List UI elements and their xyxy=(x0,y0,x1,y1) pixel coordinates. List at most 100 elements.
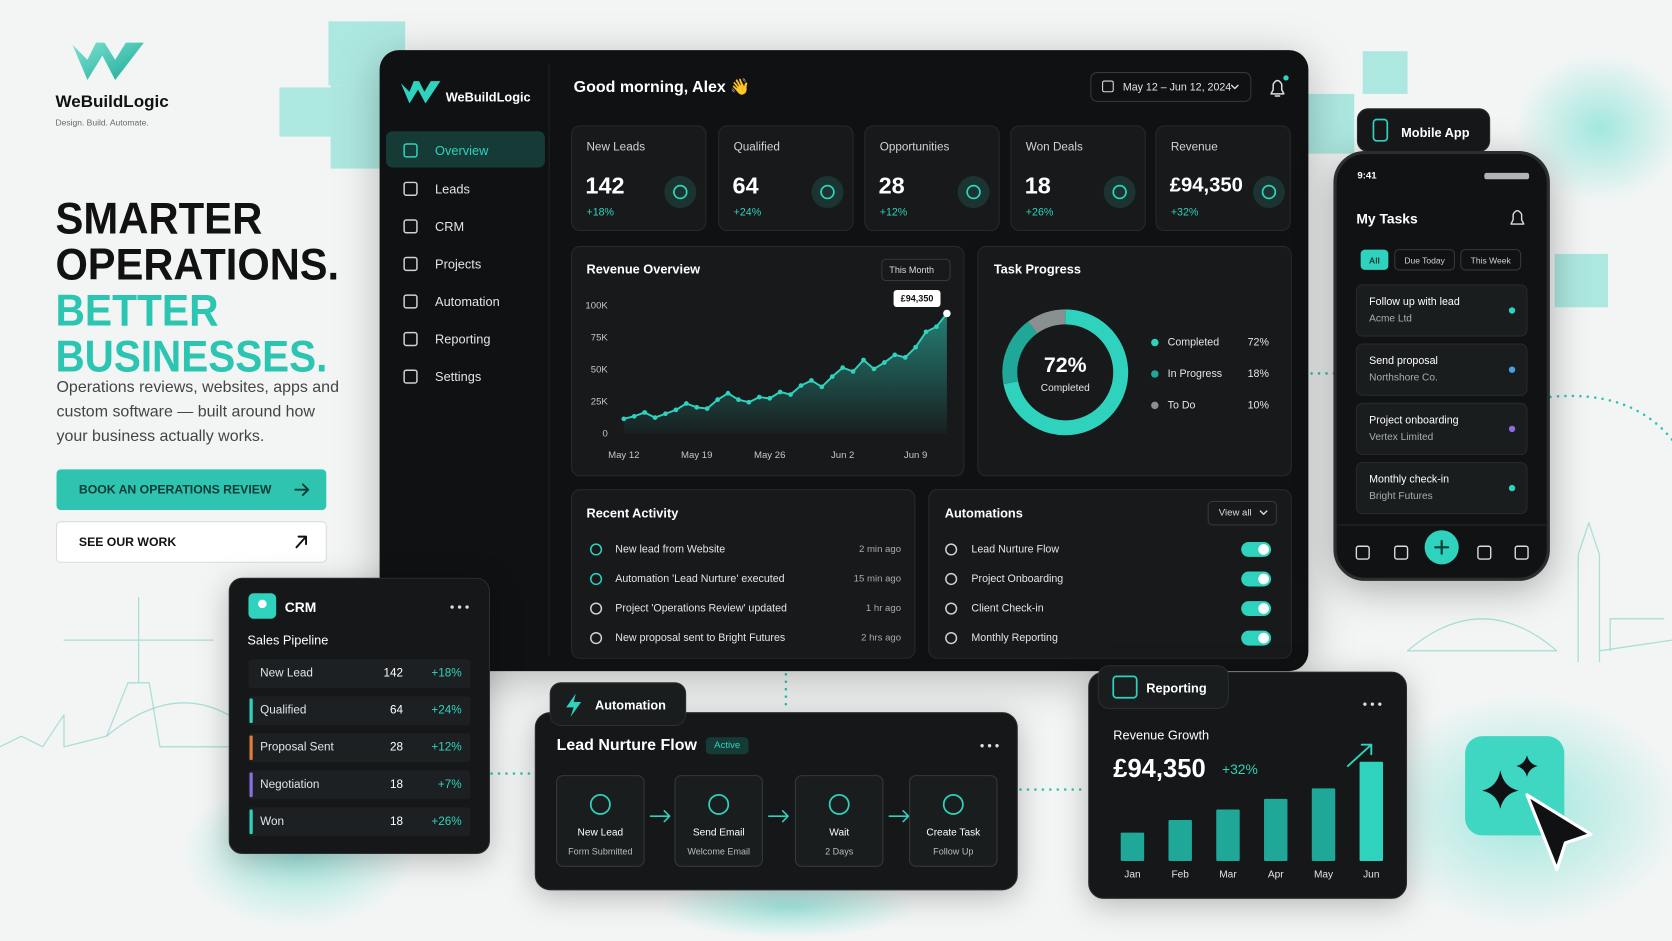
point xyxy=(882,360,887,365)
bar xyxy=(1359,761,1384,861)
nav-item[interactable]: CRM xyxy=(435,219,464,234)
status-label: Active xyxy=(714,740,740,751)
automation-icon xyxy=(945,632,958,645)
donut-center-label: Completed xyxy=(1041,383,1090,394)
task-subtitle: Bright Futures xyxy=(1369,491,1433,502)
bell-icon xyxy=(1270,79,1285,97)
secondary-cta[interactable] xyxy=(55,521,327,563)
legend-value: 18% xyxy=(1248,368,1270,380)
card xyxy=(977,245,1292,477)
chevron xyxy=(1230,84,1239,90)
point xyxy=(892,352,898,358)
automation-icon xyxy=(945,543,958,556)
automation-icon xyxy=(945,602,958,615)
pipeline-row xyxy=(248,770,471,800)
filter-tab-label: All xyxy=(1369,255,1380,265)
kpi-change: +24% xyxy=(734,206,762,218)
task-title: Follow up with lead xyxy=(1369,296,1460,308)
nav-item[interactable]: Projects xyxy=(435,256,481,271)
nav-icon xyxy=(403,219,418,234)
card-title: Task Progress xyxy=(994,261,1081,276)
x-tick-label: Feb xyxy=(1171,869,1189,880)
more-dot xyxy=(450,605,454,609)
kpi-value: 142 xyxy=(585,173,624,199)
stage-name: Qualified xyxy=(260,704,306,717)
nav-item[interactable]: Automation xyxy=(435,294,500,309)
primary-cta[interactable] xyxy=(56,469,327,510)
stage-name: Won xyxy=(260,815,284,828)
activity-time: 1 hr ago xyxy=(866,603,901,614)
callout xyxy=(893,289,941,308)
kpi-icon xyxy=(1103,176,1136,209)
step-label: Send Email xyxy=(693,828,745,839)
bar xyxy=(1216,809,1240,861)
toggle-knob xyxy=(1258,544,1269,555)
kpi-icon xyxy=(1252,176,1285,209)
more-dot xyxy=(980,744,984,748)
headline: BUSINESSES. xyxy=(55,331,327,381)
card-title: CRM xyxy=(285,599,317,615)
step-label: Create Task xyxy=(926,828,981,839)
view-all-label: View all xyxy=(1219,508,1252,519)
task-card xyxy=(1355,402,1528,456)
logo-mark xyxy=(72,42,144,81)
kpi-icon xyxy=(811,176,844,209)
stage-change: +26% xyxy=(431,815,461,828)
greeting: Good morning, Alex 👋 xyxy=(574,78,750,96)
task-dot xyxy=(1508,307,1516,314)
stage-change: +18% xyxy=(431,667,461,680)
bolt-icon xyxy=(566,693,582,717)
legend-dot xyxy=(1151,338,1159,347)
view-all-pill[interactable] xyxy=(1207,500,1277,526)
point xyxy=(840,365,846,370)
filter-tab[interactable] xyxy=(1360,249,1389,270)
donut-segment xyxy=(1028,309,1066,334)
y-tick-label: 75K xyxy=(591,333,609,344)
card xyxy=(928,489,1292,659)
hero-body: your business actually works. xyxy=(57,428,265,445)
legend-value: 72% xyxy=(1248,336,1270,348)
stage-count: 28 xyxy=(390,741,404,754)
activity-icon xyxy=(589,572,603,586)
brand-tagline: Design. Build. Automate. xyxy=(55,118,148,128)
nav-item[interactable]: Overview xyxy=(435,143,489,158)
flow-step xyxy=(794,775,884,867)
kpi-card xyxy=(1155,125,1291,231)
point xyxy=(819,384,825,390)
deco-square xyxy=(1554,253,1609,308)
activity-text: New proposal sent to Bright Futures xyxy=(615,632,785,644)
point xyxy=(673,407,679,413)
deco-square xyxy=(279,87,331,137)
flow-step xyxy=(556,775,645,867)
headline: SMARTER xyxy=(55,194,262,244)
nav-item[interactable]: Reporting xyxy=(435,332,490,347)
city-sketch xyxy=(0,596,229,748)
filter-pill xyxy=(881,258,951,282)
hero-body: Operations reviews, websites, apps and xyxy=(57,379,339,396)
y-tick-label: 100K xyxy=(585,301,608,312)
city-sketch xyxy=(1406,522,1672,663)
point xyxy=(746,399,752,405)
point xyxy=(934,324,939,330)
kpi-icon-glyph xyxy=(1112,184,1127,200)
filter-tab-label: This Week xyxy=(1471,255,1512,265)
nav-item[interactable]: Leads xyxy=(435,181,470,196)
step-label: New Lead xyxy=(578,828,624,839)
nav-icon xyxy=(403,181,418,196)
point xyxy=(798,383,804,388)
more-dot xyxy=(1370,702,1375,706)
donut-segment xyxy=(1002,321,1038,385)
filter-tab[interactable] xyxy=(1394,249,1456,271)
legend-value: 10% xyxy=(1248,399,1270,411)
task-card xyxy=(1355,284,1528,337)
filter-tab[interactable] xyxy=(1460,249,1522,271)
nav-item[interactable]: Settings xyxy=(435,369,481,384)
legend-dot xyxy=(1151,401,1159,410)
step-icon xyxy=(708,793,730,815)
kpi-change: +32% xyxy=(1171,206,1199,218)
kpi-icon-glyph xyxy=(820,184,835,200)
kpi-label: Opportunities xyxy=(880,141,950,154)
bar xyxy=(1264,798,1288,861)
more-dot xyxy=(465,605,469,609)
bottom-nav-icon xyxy=(1355,545,1370,560)
